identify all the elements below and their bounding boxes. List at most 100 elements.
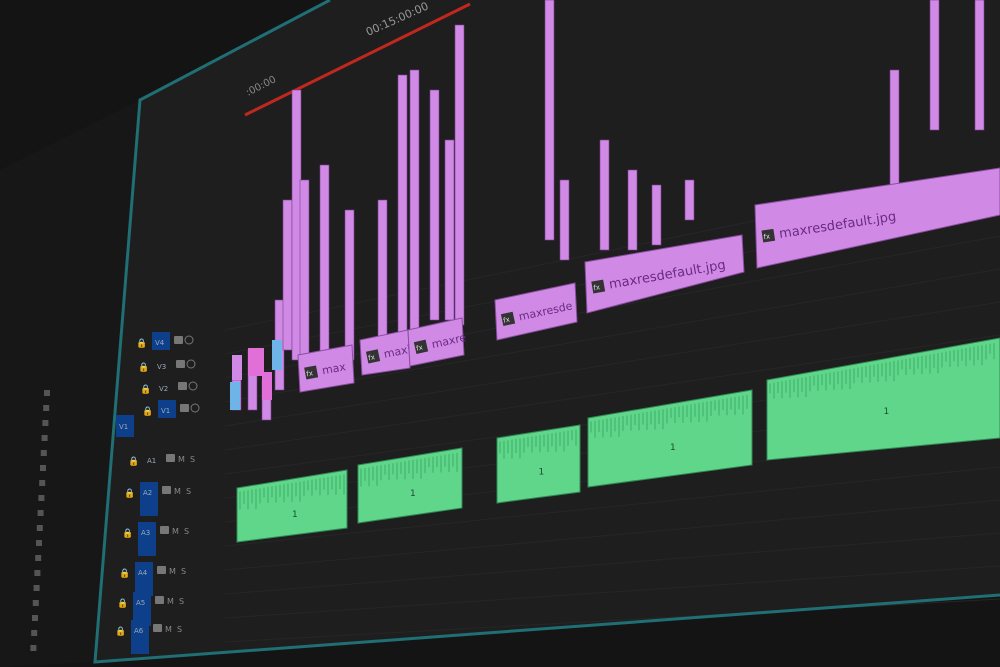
- toggle-output-icon[interactable]: [166, 454, 175, 462]
- track-target-toggle[interactable]: [152, 332, 170, 350]
- tool-icon[interactable]: [42, 420, 49, 426]
- track-label[interactable]: A2: [143, 489, 152, 497]
- lock-icon[interactable]: 🔒: [124, 488, 135, 499]
- track-target-toggle[interactable]: [158, 400, 176, 418]
- stacked-clip-bar[interactable]: [282, 199, 293, 351]
- track-label[interactable]: V2: [159, 385, 168, 393]
- stacked-clip-bar[interactable]: [409, 69, 420, 331]
- mute-button[interactable]: M: [165, 625, 172, 634]
- video-clip-fragment[interactable]: [232, 355, 242, 380]
- tool-icon[interactable]: [39, 480, 46, 486]
- lock-icon[interactable]: 🔒: [119, 568, 130, 579]
- toggle-output-icon[interactable]: [155, 596, 164, 604]
- audio-clip[interactable]: [766, 337, 1000, 461]
- track-label[interactable]: V4: [155, 339, 165, 347]
- mute-button[interactable]: M: [178, 455, 185, 464]
- tool-icon[interactable]: [40, 450, 47, 456]
- eye-icon[interactable]: [188, 381, 198, 391]
- tool-icon[interactable]: [43, 405, 50, 411]
- track-target-toggle[interactable]: [140, 482, 158, 516]
- solo-button[interactable]: S: [186, 487, 191, 496]
- tool-icon[interactable]: [36, 540, 42, 546]
- tool-icon[interactable]: [32, 615, 38, 621]
- audio-clip[interactable]: [357, 447, 463, 524]
- mute-button[interactable]: M: [172, 527, 179, 536]
- stacked-clip-bar[interactable]: [397, 74, 408, 346]
- track-target-toggle[interactable]: [138, 522, 156, 556]
- lock-icon[interactable]: 🔒: [128, 456, 139, 467]
- mute-button[interactable]: M: [167, 597, 174, 606]
- tool-icon[interactable]: [38, 495, 45, 501]
- stacked-clip-bar[interactable]: [929, 0, 940, 131]
- stacked-clip-bar[interactable]: [559, 179, 570, 261]
- stacked-clip-bar[interactable]: [544, 0, 555, 241]
- stacked-clip-bar[interactable]: [974, 0, 985, 131]
- tool-icon[interactable]: [35, 555, 42, 561]
- track-label[interactable]: A4: [138, 569, 148, 577]
- stacked-clip-bar[interactable]: [454, 24, 465, 326]
- track-label[interactable]: V1: [161, 407, 170, 415]
- toggle-output-icon[interactable]: [174, 336, 183, 344]
- mute-button[interactable]: M: [169, 567, 176, 576]
- video-clip[interactable]: [754, 167, 1000, 269]
- work-area-bar[interactable]: [244, 2, 471, 117]
- video-clip-fragment[interactable]: [248, 348, 264, 376]
- video-clip[interactable]: [494, 282, 578, 341]
- stacked-clip-bar[interactable]: [444, 139, 455, 321]
- stacked-clip-bar[interactable]: [651, 184, 662, 246]
- stacked-clip-bar[interactable]: [599, 139, 610, 251]
- track-label[interactable]: A5: [136, 599, 145, 607]
- eye-icon[interactable]: [186, 359, 196, 369]
- video-clip[interactable]: [297, 344, 355, 393]
- toggle-output-icon[interactable]: [162, 486, 171, 494]
- lock-icon[interactable]: 🔒: [136, 338, 147, 349]
- video-clip[interactable]: [359, 329, 411, 376]
- stacked-clip-bar[interactable]: [344, 209, 355, 361]
- lock-icon[interactable]: 🔒: [138, 362, 149, 373]
- lock-icon[interactable]: 🔒: [142, 406, 153, 417]
- tool-icon[interactable]: [44, 390, 50, 396]
- track-target-toggle[interactable]: [135, 562, 153, 596]
- eye-icon[interactable]: [190, 403, 200, 413]
- source-patch-toggle[interactable]: [116, 415, 134, 437]
- track-label[interactable]: A6: [134, 627, 144, 635]
- solo-button[interactable]: S: [181, 567, 186, 576]
- stacked-clip-bar[interactable]: [377, 199, 388, 341]
- tool-icon[interactable]: [37, 510, 44, 516]
- toggle-output-icon[interactable]: [178, 382, 187, 390]
- solo-button[interactable]: S: [179, 597, 184, 606]
- tool-icon[interactable]: [32, 600, 39, 606]
- lock-icon[interactable]: 🔒: [115, 626, 126, 637]
- eye-icon[interactable]: [184, 335, 194, 345]
- audio-clip[interactable]: [496, 424, 581, 504]
- track-label[interactable]: A3: [141, 529, 150, 537]
- tool-icon[interactable]: [31, 630, 38, 636]
- track-label[interactable]: V3: [157, 363, 166, 371]
- stacked-clip-bar[interactable]: [319, 164, 330, 366]
- toggle-output-icon[interactable]: [160, 526, 169, 534]
- stacked-clip-bar[interactable]: [684, 179, 695, 221]
- tool-icon[interactable]: [34, 570, 41, 576]
- stacked-clip-bar[interactable]: [627, 169, 638, 251]
- solo-button[interactable]: S: [184, 527, 189, 536]
- tool-icon[interactable]: [30, 645, 37, 651]
- track-target-toggle[interactable]: [133, 592, 151, 626]
- lock-icon[interactable]: 🔒: [117, 598, 128, 609]
- video-clip-fragment[interactable]: [272, 340, 282, 370]
- tool-icon[interactable]: [36, 525, 43, 531]
- toggle-output-icon[interactable]: [153, 624, 162, 632]
- stacked-clip-bar[interactable]: [291, 89, 302, 361]
- tool-icon[interactable]: [33, 585, 40, 591]
- solo-button[interactable]: S: [190, 455, 195, 464]
- video-clip[interactable]: [584, 234, 745, 314]
- toggle-output-icon[interactable]: [157, 566, 166, 574]
- track-target-toggle[interactable]: [131, 620, 149, 654]
- lock-icon[interactable]: 🔒: [140, 384, 151, 395]
- toggle-output-icon[interactable]: [180, 404, 189, 412]
- tool-icon[interactable]: [41, 435, 48, 441]
- solo-button[interactable]: S: [177, 625, 182, 634]
- lock-icon[interactable]: 🔒: [122, 528, 133, 539]
- video-clip[interactable]: [407, 317, 465, 367]
- video-clip-fragment[interactable]: [262, 372, 272, 400]
- mute-button[interactable]: M: [174, 487, 181, 496]
